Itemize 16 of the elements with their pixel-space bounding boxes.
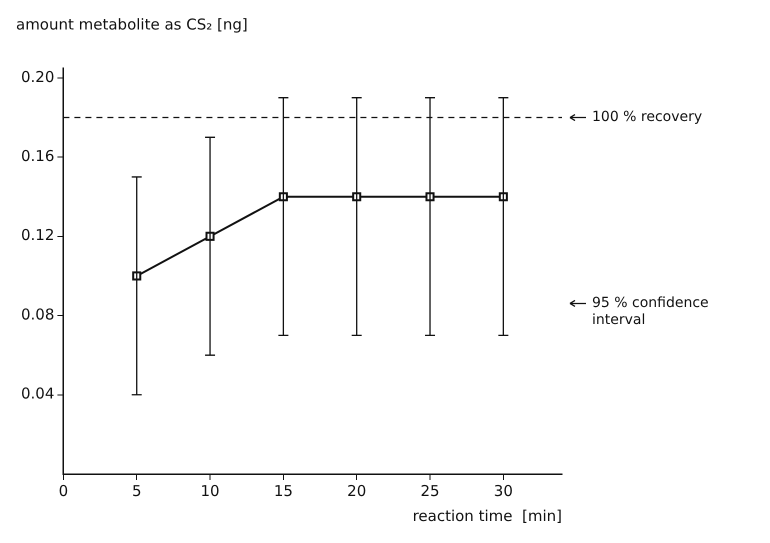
ref-line-label: 100 % recovery	[592, 109, 702, 126]
y-axis-title: amount metabolite as CS₂ [ng]	[16, 15, 248, 34]
x-tick-label: 5	[132, 482, 142, 500]
y-tick-label: 0.12	[20, 226, 54, 244]
x-tick-label: 15	[274, 482, 293, 500]
y-tick-label: 0.20	[20, 68, 54, 86]
y-tick-label: 0.04	[20, 384, 54, 403]
x-axis-title: reaction time [min]	[412, 506, 562, 525]
x-tick-label: 25	[420, 482, 440, 500]
x-tick-label: 0	[58, 482, 68, 500]
text: 95 % confidence interval	[592, 295, 709, 328]
y-tick-label: 0.16	[20, 147, 54, 166]
x-tick-label: 20	[347, 482, 366, 500]
x-tick-label: 10	[200, 482, 220, 500]
x-tick-label: 30	[494, 482, 513, 500]
y-tick-label: 0.08	[20, 305, 54, 324]
